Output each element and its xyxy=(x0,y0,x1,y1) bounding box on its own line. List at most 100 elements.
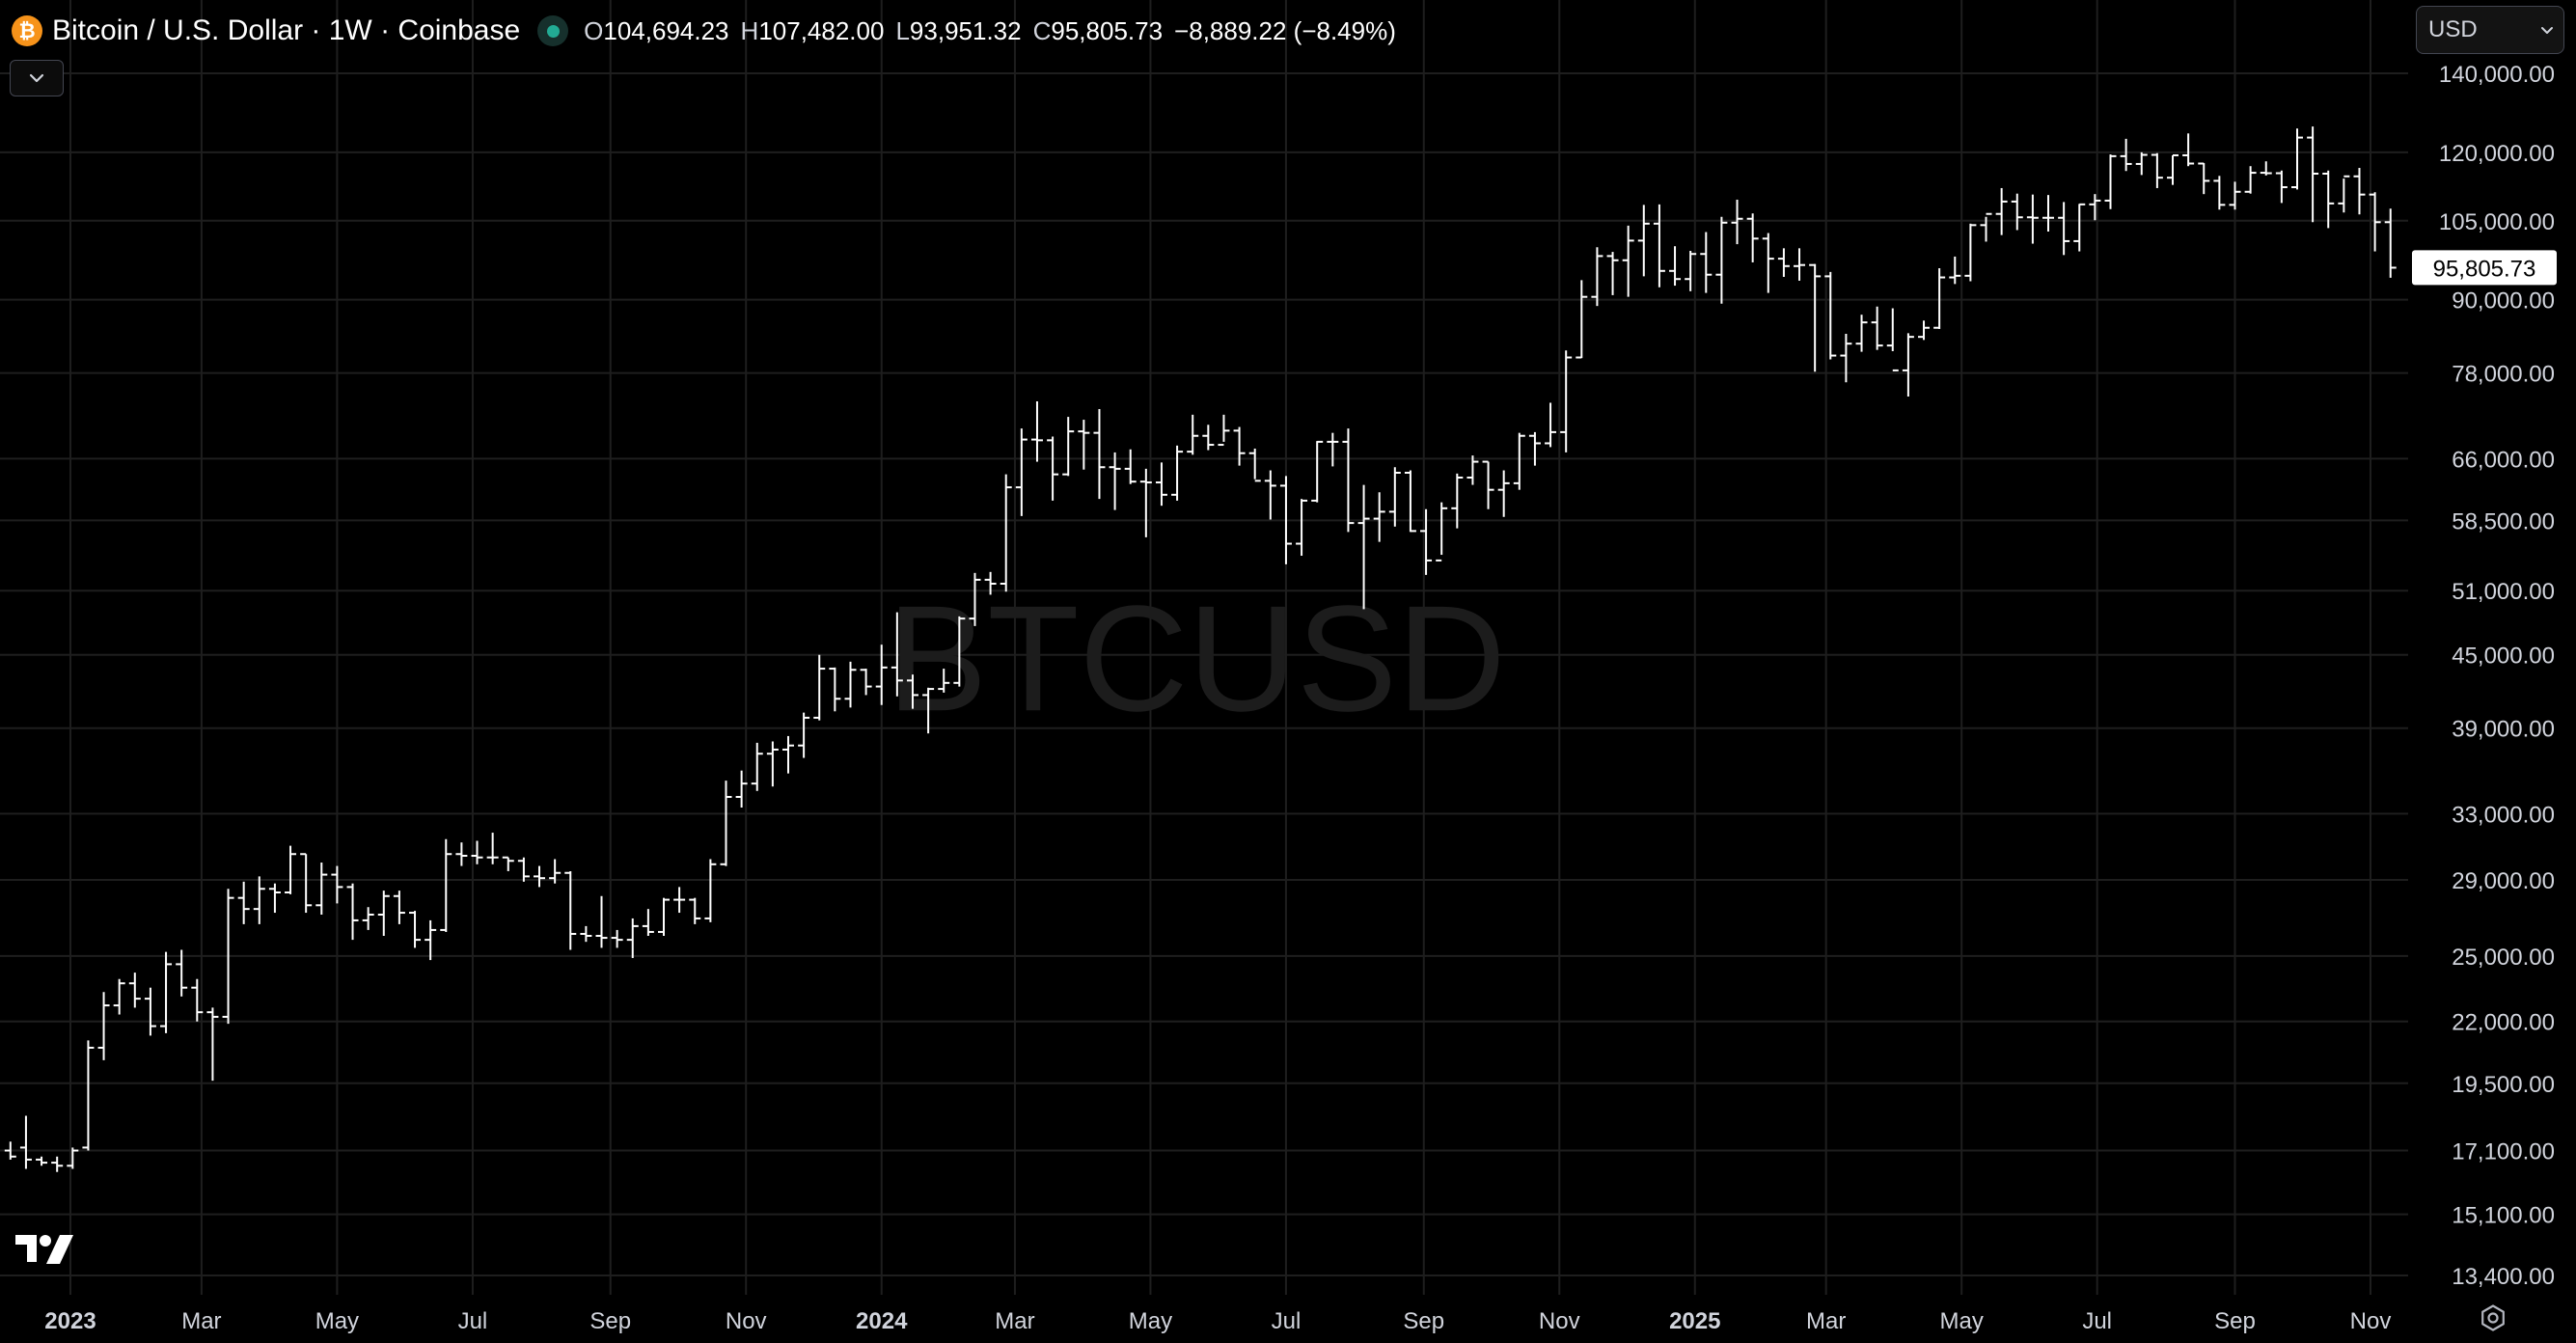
ohlc-bar xyxy=(1700,232,1713,293)
ohlc-bar xyxy=(1669,246,1682,287)
ohlc-bar xyxy=(517,857,530,882)
ohlc-bar xyxy=(1404,470,1416,533)
price-tick-label: 120,000.00 xyxy=(2439,141,2555,167)
currency-value: USD xyxy=(2428,16,2478,42)
ohlc-bar xyxy=(735,770,748,809)
chevron-down-icon xyxy=(2541,27,2553,34)
ohlc-bar xyxy=(1855,315,1868,352)
ohlc-bar xyxy=(922,687,935,734)
market-status-indicator[interactable] xyxy=(537,15,569,46)
ohlc-bar xyxy=(1622,225,1634,297)
ohlc-bar xyxy=(781,735,794,774)
ohlc-bar xyxy=(1497,470,1510,517)
ohlc-bar xyxy=(285,845,297,894)
time-tick-label-month: Nov xyxy=(1539,1308,1580,1334)
ohlc-bar xyxy=(595,895,608,948)
open-value: 104,694.23 xyxy=(603,15,729,45)
price-tick-label: 90,000.00 xyxy=(2452,288,2555,315)
ohlc-bar xyxy=(268,883,281,914)
ohlc-bar xyxy=(1715,216,1728,304)
currency-select[interactable]: USD xyxy=(2416,6,2564,54)
symbol-header: ₿ Bitcoin / U.S. Dollar · 1W · Coinbase … xyxy=(12,12,1396,50)
ohlc-bar xyxy=(1871,306,1883,350)
ohlc-bar xyxy=(642,909,654,937)
ohlc-bar xyxy=(206,1007,219,1082)
ohlc-bar xyxy=(97,992,110,1060)
ohlc-bar xyxy=(1078,420,1090,470)
ohlc-bar xyxy=(1482,460,1494,509)
ohlc-bar xyxy=(984,571,997,595)
ohlc-bar xyxy=(2213,176,2226,210)
ohlc-bar xyxy=(222,889,234,1025)
ohlc-bar xyxy=(564,870,577,950)
time-tick-label-month: Mar xyxy=(181,1308,221,1334)
ohlc-bar xyxy=(1420,508,1433,575)
ohlc-bar xyxy=(160,951,173,1033)
ohlc-bar xyxy=(1840,334,1852,383)
close-value: 95,805.73 xyxy=(1051,15,1164,45)
ohlc-bar xyxy=(19,1115,32,1169)
ohlc-bar xyxy=(1528,431,1541,466)
ohlc-bar xyxy=(1109,452,1121,510)
ohlc-bar xyxy=(2182,133,2195,167)
ohlc-bar xyxy=(2353,168,2366,215)
ohlc-bar xyxy=(534,865,546,888)
ohlc-bar xyxy=(237,881,250,924)
collapse-legend-button[interactable] xyxy=(10,60,64,96)
gear-icon xyxy=(2481,1304,2505,1331)
symbol-title[interactable]: Bitcoin / U.S. Dollar · 1W · Coinbase xyxy=(52,14,521,46)
ohlc-bar xyxy=(1902,333,1914,397)
ohlc-bar xyxy=(1762,233,1774,293)
ohlc-bar xyxy=(471,840,483,864)
price-axis[interactable]: 13,400.00 15,100.00 17,100.00 19,500.00 22,0… xyxy=(2412,62,2557,1290)
ohlc-bar xyxy=(689,897,701,924)
ohlc-bar xyxy=(1980,212,1992,242)
ohlc-bar xyxy=(969,572,981,626)
ohlc-bar xyxy=(1124,449,1137,484)
ohlc-bar xyxy=(1886,308,1899,371)
ohlc-bar xyxy=(1731,199,1743,245)
price-tick-label: 29,000.00 xyxy=(2452,868,2555,894)
ohlc-bar xyxy=(1949,256,1961,285)
ohlc-bar xyxy=(2042,195,2055,233)
ohlc-bar xyxy=(673,887,686,914)
ohlc-bar xyxy=(766,741,779,787)
ohlc-bar xyxy=(2322,170,2335,229)
tradingview-logo-icon[interactable] xyxy=(15,1233,75,1266)
ohlc-bar xyxy=(626,918,639,958)
price-change: −8,889.22 (−8.49%) xyxy=(1174,15,1396,45)
ohlc-bar xyxy=(2260,161,2272,176)
ohlc-bar xyxy=(1373,492,1385,542)
ohlc-bar xyxy=(2058,202,2070,256)
ohlc-bar xyxy=(1746,213,1759,262)
price-tick-label: 78,000.00 xyxy=(2452,362,2555,388)
ohlc-bar xyxy=(2198,162,2210,195)
ohlc-bar xyxy=(486,833,499,864)
chart-settings-button[interactable] xyxy=(2478,1302,2508,1333)
ohlc-bar xyxy=(829,667,841,712)
ohlc-bar xyxy=(1513,432,1525,490)
ohlc-bar xyxy=(1685,251,1697,291)
ohlc-bar xyxy=(1436,502,1448,562)
ohlc-bar xyxy=(1030,401,1043,462)
time-tick-label-month: May xyxy=(1940,1308,1984,1334)
ohlc-bar xyxy=(176,949,188,997)
ohlc-bar xyxy=(1824,271,1837,360)
bitcoin-icon: ₿ xyxy=(12,15,42,46)
time-tick-label-month: Jul xyxy=(458,1308,488,1334)
ohlc-bar xyxy=(1296,499,1308,557)
time-tick-label-month: Mar xyxy=(995,1308,1034,1334)
ohlc-bar xyxy=(315,863,328,916)
time-axis[interactable]: 2023 Mar May Jul Sep Nov 2024 Mar May Jul Sep Nov 20… xyxy=(44,1308,2391,1334)
ohlc-bar xyxy=(1155,462,1167,507)
ohlc-bar xyxy=(1560,350,1573,452)
ohlc-bar xyxy=(2369,192,2381,252)
price-tick-label: 19,500.00 xyxy=(2452,1072,2555,1098)
ohlc-bar xyxy=(1218,414,1230,447)
ohlc-bar xyxy=(2244,166,2257,194)
price-tick-label: 22,000.00 xyxy=(2452,1010,2555,1036)
time-tick-label-month: Sep xyxy=(2214,1308,2256,1334)
ohlc-bar xyxy=(658,897,671,937)
